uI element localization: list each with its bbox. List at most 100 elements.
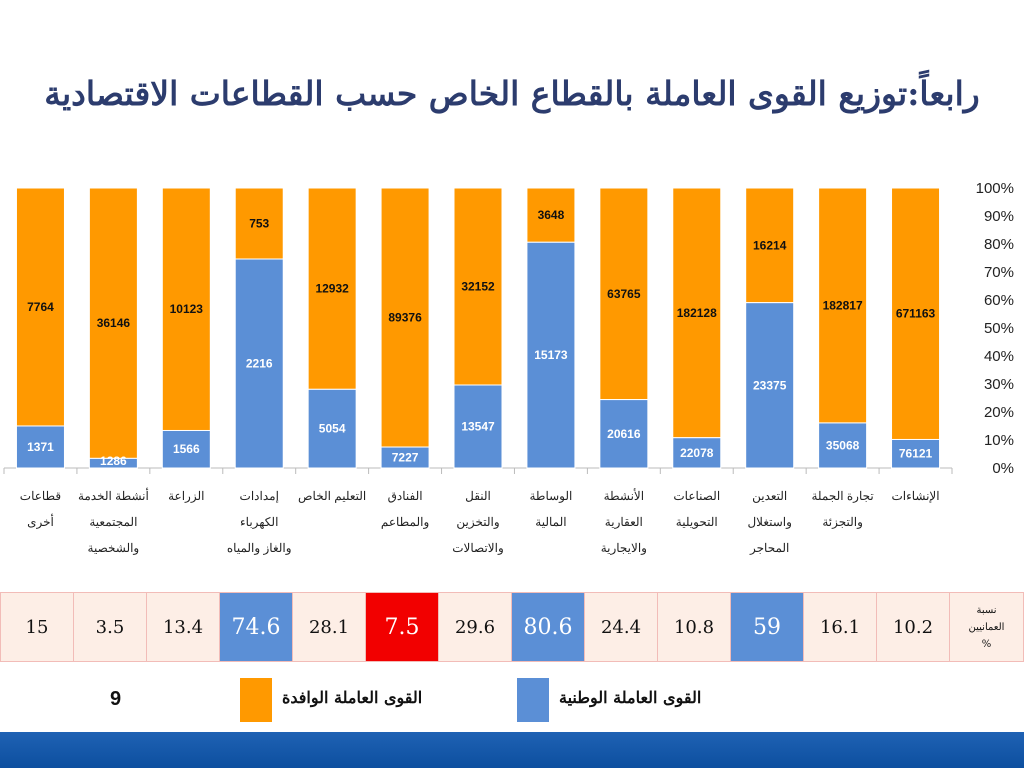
bar-national xyxy=(891,438,941,469)
bar-national-label: 20616 xyxy=(607,427,641,441)
ratio-header-line: العمانيين xyxy=(968,621,1005,633)
bar-expat xyxy=(88,187,138,459)
bar-group: 1566 10123 xyxy=(161,187,211,469)
bar-expat xyxy=(745,187,795,304)
bar-national-label: 13547 xyxy=(461,419,495,433)
y-tick-label: 30% xyxy=(984,376,1014,393)
bar-expat-label: 10123 xyxy=(170,302,204,316)
bar-expat xyxy=(672,187,722,439)
category-label: الفنادق xyxy=(388,489,423,503)
category-label: المالية xyxy=(535,515,566,529)
ratio-header-cell: نسبة العمانيين% xyxy=(949,592,1024,662)
y-tick-label: 90% xyxy=(984,208,1014,225)
bar-national xyxy=(15,425,65,469)
bar-group: 1286 36146 xyxy=(88,187,138,469)
bar-national-label: 22078 xyxy=(680,446,714,460)
legend-expat: القوى العاملة الوافدة xyxy=(240,678,440,722)
bar-expat-label: 12932 xyxy=(315,282,349,296)
y-tick-label: 80% xyxy=(984,236,1014,253)
category-label: قطاعات xyxy=(20,489,61,503)
ratio-cell: 80.6 xyxy=(511,592,585,662)
bar-expat xyxy=(380,187,430,448)
bar-expat-label: 671163 xyxy=(896,307,936,321)
category-label: والمطاعم xyxy=(381,515,429,529)
bar-expat xyxy=(234,187,284,260)
bar-expat-label: 182128 xyxy=(677,306,717,320)
bar-expat xyxy=(161,187,211,431)
bar-group: 20616 63765 xyxy=(599,187,649,469)
bar-national xyxy=(672,437,722,469)
category-label: الوساطة xyxy=(529,489,572,503)
legend-expat-label: القوى العاملة الوافدة xyxy=(282,688,423,707)
bar-national-label: 7227 xyxy=(392,451,419,465)
category-label: النقل xyxy=(465,489,491,503)
bar-expat-label: 16214 xyxy=(753,238,787,252)
category-label: إمدادات xyxy=(240,489,279,504)
category-label: الزراعة xyxy=(168,489,204,503)
category-label: المحاجر xyxy=(749,541,789,555)
bar-group: 7227 89376 xyxy=(380,187,430,469)
bar-group: 15173 3648 xyxy=(526,187,576,469)
bar-national-label: 5054 xyxy=(319,422,346,436)
category-label: الصناعات xyxy=(673,489,720,503)
bar-group: 35068 182817 xyxy=(818,187,868,469)
y-tick-label: 40% xyxy=(984,348,1014,365)
bar-national xyxy=(307,388,357,469)
category-label: التعدين xyxy=(752,489,787,503)
bar-group: 5054 12932 xyxy=(307,187,357,469)
bar-national-label: 1566 xyxy=(173,442,200,456)
bar-group: 76121 671163 xyxy=(891,187,941,469)
ratio-cell: 10.8 xyxy=(657,592,731,662)
bar-national-label: 35068 xyxy=(826,438,860,452)
legend-national: القوى العاملة الوطنية xyxy=(517,678,717,722)
ratio-cell: 15 xyxy=(0,592,74,662)
category-label: أنشطة الخدمة xyxy=(78,488,149,503)
y-tick-label: 0% xyxy=(992,460,1014,477)
page-number: 9 xyxy=(110,688,122,710)
slide-title: رابعاً:توزيع القوى العاملة بالقطاع الخاص… xyxy=(44,74,980,113)
bar-expat-label: 753 xyxy=(249,217,269,231)
bar-national xyxy=(453,384,503,469)
bar-expat-label: 36146 xyxy=(97,316,131,330)
ratio-cell: 16.1 xyxy=(803,592,877,662)
bar-group: 23375 16214 xyxy=(745,187,795,469)
bar-national-label: 1286 xyxy=(100,454,127,468)
bar-national xyxy=(161,429,211,469)
bar-national xyxy=(818,422,868,469)
category-label: والشخصية xyxy=(88,541,140,555)
ratio-cell: 13.4 xyxy=(146,592,220,662)
bar-expat xyxy=(15,187,65,427)
y-tick-label: 70% xyxy=(984,264,1014,281)
omani-ratio-table: 15 3.5 13.4 74.6 28.1 7.5 29.6 80.6 24.4 10.8 59 16… xyxy=(0,592,1024,662)
bar-national xyxy=(234,258,284,469)
category-label: تجارة الجملة xyxy=(811,489,873,503)
bar-expat-label: 7764 xyxy=(27,300,54,314)
y-tick-label: 100% xyxy=(976,180,1014,197)
bar-expat xyxy=(891,187,941,440)
legend-expat-swatch xyxy=(240,678,272,722)
bar-national-label: 15173 xyxy=(534,348,568,362)
bar-national xyxy=(88,457,138,469)
bar-national xyxy=(526,241,576,469)
bar-group: 13547 32152 xyxy=(453,187,503,469)
category-label: والتجزئة xyxy=(822,515,863,529)
bar-group: 2216 753 xyxy=(234,187,284,469)
ratio-cell: 3.5 xyxy=(73,592,147,662)
footer-band xyxy=(0,732,1024,768)
category-label: التحويلية xyxy=(676,515,718,529)
y-tick-label: 10% xyxy=(984,432,1014,449)
bar-national-label: 1371 xyxy=(27,440,54,454)
y-tick-label: 50% xyxy=(984,320,1014,337)
ratio-cell: 74.6 xyxy=(219,592,293,662)
bar-expat-label: 182817 xyxy=(823,298,863,312)
category-label: الكهرباء xyxy=(240,515,278,529)
category-label: الأنشطة xyxy=(604,488,645,503)
legend-national-swatch xyxy=(517,678,549,722)
bar-group: 22078 182128 xyxy=(672,187,722,469)
bar-national-label: 23375 xyxy=(753,378,787,392)
stacked-bar-chart: 0% 10% 20% 30% 40% 50% 60% 70% 80% 90% 100% 1371 776… xyxy=(3,180,1014,555)
ratio-header-line: % xyxy=(981,638,992,650)
bar-expat-label: 63765 xyxy=(607,287,641,301)
category-label: والتخزين xyxy=(456,515,499,529)
bar-national xyxy=(380,446,430,469)
